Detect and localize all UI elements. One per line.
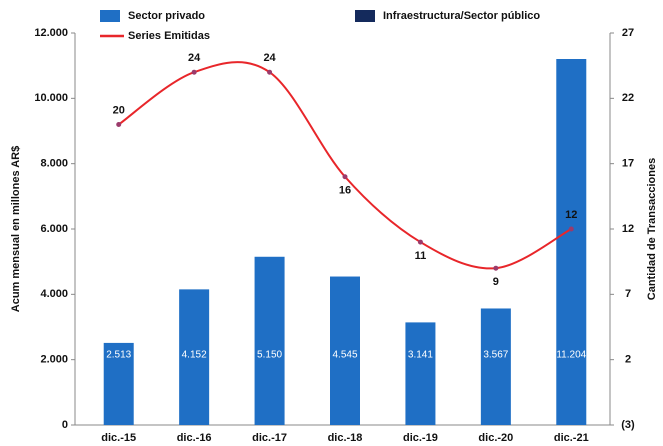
- y-tick-label: 0: [62, 419, 68, 431]
- bar-label: 4.152: [182, 350, 207, 361]
- legend-label: Infraestructura/Sector público: [383, 10, 540, 22]
- y2-tick-label: 27: [622, 27, 634, 39]
- line-marker: [417, 239, 423, 245]
- line-label: 9: [493, 276, 499, 288]
- y2-tick-label: (3): [621, 419, 635, 431]
- y2-tick-label: 17: [622, 158, 634, 170]
- line-label: 11: [415, 250, 427, 262]
- x-tick-label: dic.-21: [554, 432, 589, 444]
- x-tick-label: dic.-18: [328, 432, 363, 444]
- bar-label: 2.513: [106, 350, 131, 361]
- legend-label: Sector privado: [128, 10, 205, 22]
- x-tick-label: dic.-20: [478, 432, 513, 444]
- line-label: 24: [263, 52, 276, 64]
- bar: [405, 322, 436, 425]
- bar-label: 5.150: [257, 350, 282, 361]
- bar-label: 3.141: [408, 350, 433, 361]
- line-label: 20: [113, 104, 125, 116]
- y-tick-label: 6.000: [40, 223, 68, 235]
- y2-axis-label: Cantidad de Transacciones: [646, 158, 658, 300]
- y-tick-label: 10.000: [34, 92, 68, 104]
- legend-swatch: [100, 10, 120, 22]
- series-line: [118, 61, 572, 270]
- line-marker: [191, 69, 197, 75]
- y2-tick-label: 7: [625, 288, 631, 300]
- bar-label: 4.545: [332, 350, 357, 361]
- x-tick-label: dic.-19: [403, 432, 438, 444]
- x-tick-label: dic.-15: [101, 432, 136, 444]
- bar: [254, 256, 285, 425]
- y-tick-label: 12.000: [34, 27, 68, 39]
- bar: [103, 342, 134, 425]
- y2-tick-label: 12: [622, 223, 634, 235]
- line-marker: [267, 69, 273, 75]
- line-label: 24: [188, 52, 201, 64]
- y2-tick-label: 2: [625, 354, 631, 366]
- bar: [556, 59, 587, 426]
- bar-label: 3.567: [483, 350, 508, 361]
- bar: [480, 308, 511, 425]
- y-axis-label: Acum mensual en millones AR$: [10, 146, 22, 312]
- x-tick-label: dic.-17: [252, 432, 287, 444]
- line-marker: [568, 226, 574, 232]
- bar-label: 11.204: [556, 350, 586, 361]
- legend-label: Series Emitidas: [128, 30, 210, 42]
- bar: [179, 289, 210, 425]
- line-label: 16: [339, 185, 351, 197]
- y2-tick-label: 22: [622, 92, 634, 104]
- line-marker: [493, 265, 499, 271]
- x-tick-label: dic.-16: [177, 432, 212, 444]
- y-tick-label: 2.000: [40, 354, 68, 366]
- legend-swatch: [355, 10, 375, 22]
- line-marker: [342, 174, 348, 180]
- bar: [330, 276, 360, 425]
- line-marker: [116, 121, 122, 127]
- line-label: 12: [565, 209, 577, 221]
- y-tick-label: 4.000: [40, 288, 68, 300]
- y-tick-label: 8.000: [40, 158, 68, 170]
